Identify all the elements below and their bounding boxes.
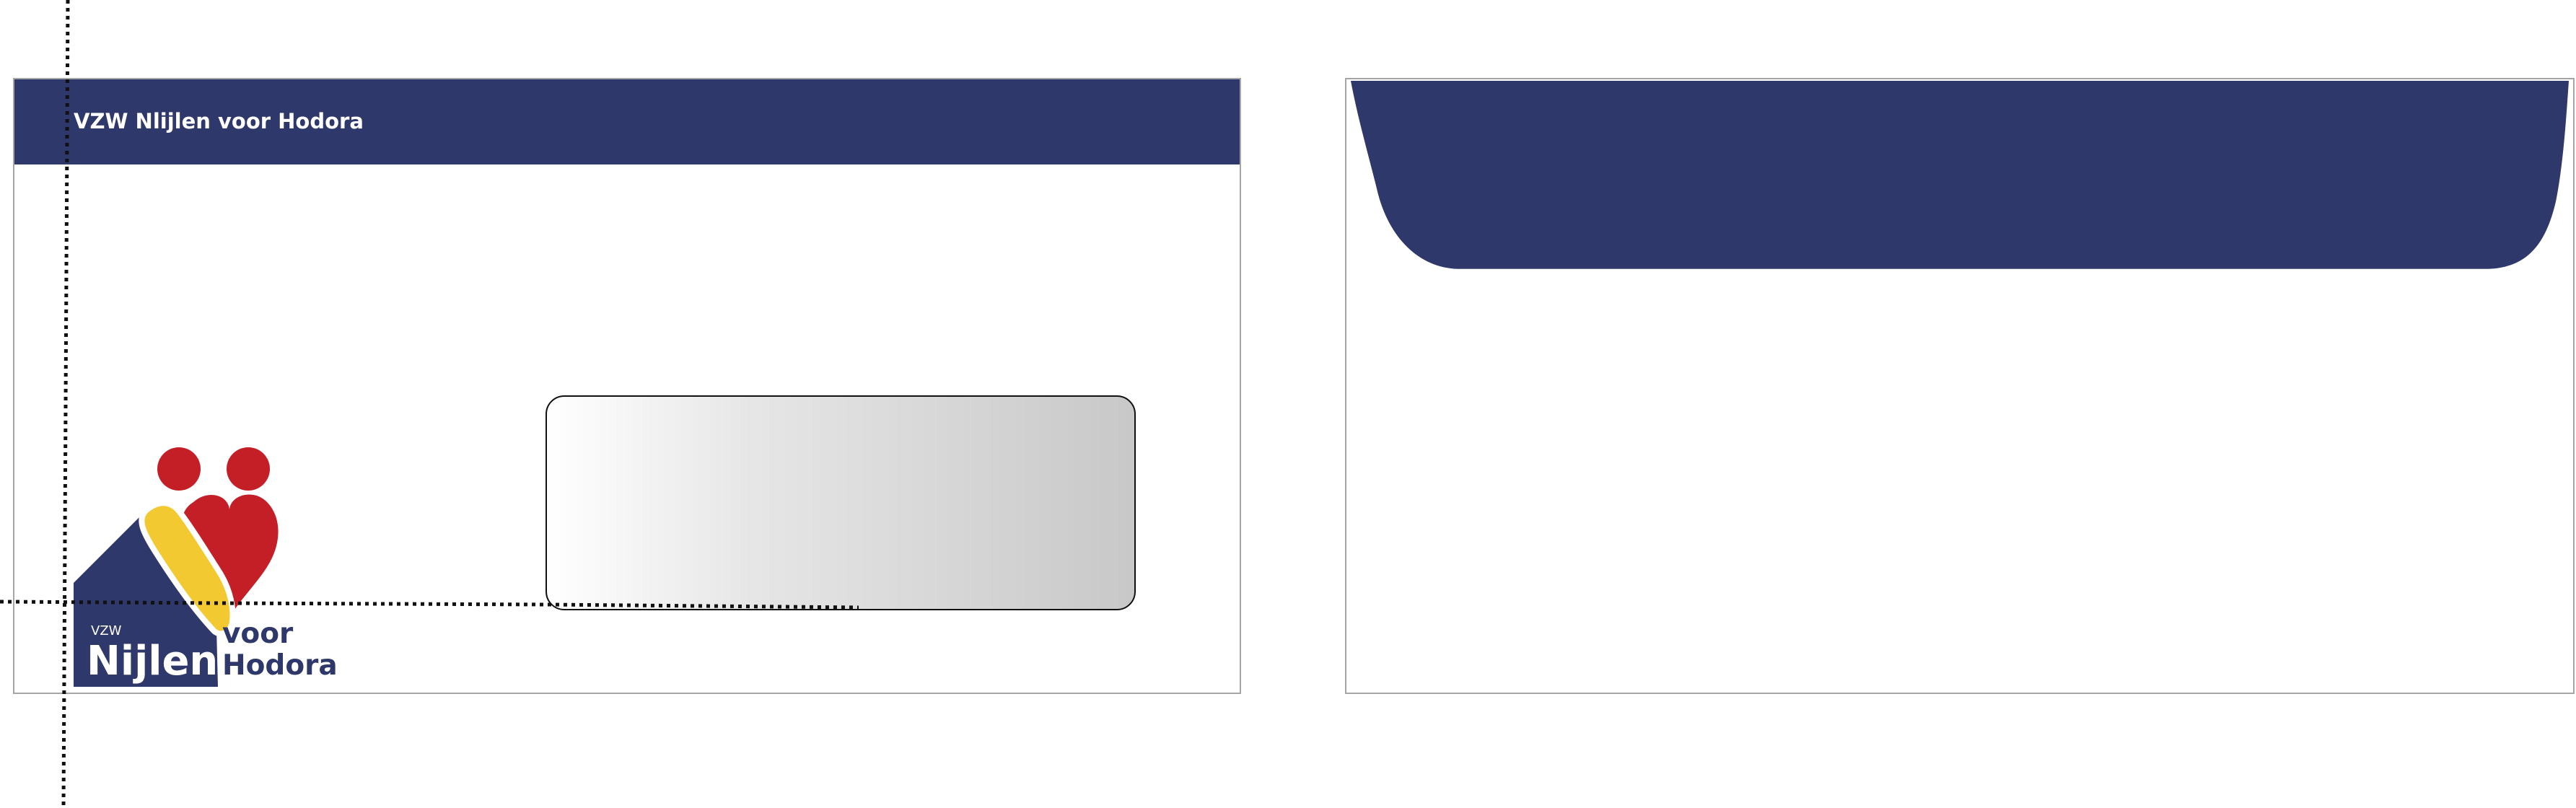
address-window — [546, 395, 1136, 610]
person-head-left-icon — [157, 447, 201, 491]
front-envelope: VZW Nlijlen voor Hodora VZW Nijlen voor … — [13, 78, 1241, 694]
logo-name-main-text: Nijlen — [87, 638, 218, 685]
person-head-right-icon — [227, 447, 270, 491]
logo-name-line2-text: Hodora — [222, 649, 338, 682]
envelope-flap-shape — [1350, 80, 2570, 269]
logo-name-line1-text: voor — [222, 618, 294, 650]
front-header-band: VZW Nlijlen voor Hodora — [14, 79, 1240, 164]
organization-logo: VZW Nijlen voor Hodora — [74, 447, 338, 687]
back-flap-graphic — [1350, 80, 2570, 269]
back-envelope — [1345, 78, 2575, 694]
logo-prefix-text: VZW — [91, 623, 122, 638]
front-header-title: VZW Nlijlen voor Hodora — [74, 109, 364, 133]
heart-shape-icon — [180, 494, 279, 623]
